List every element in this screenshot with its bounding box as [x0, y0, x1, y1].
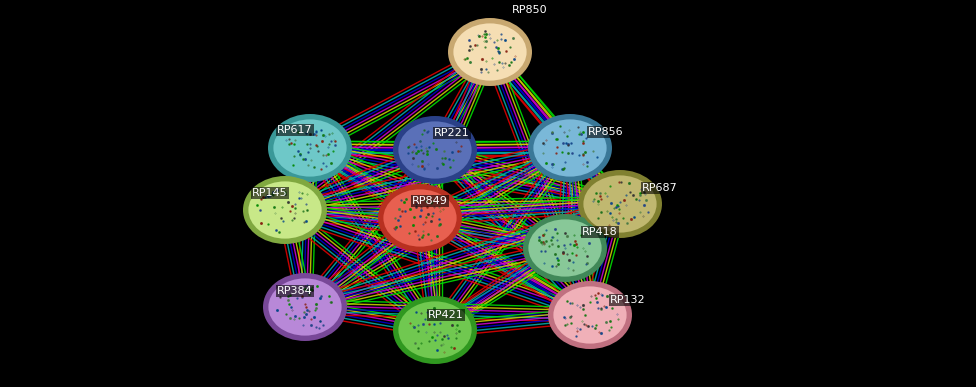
Ellipse shape — [382, 188, 458, 248]
Text: RP221: RP221 — [434, 128, 469, 138]
Ellipse shape — [548, 281, 632, 349]
Ellipse shape — [378, 184, 462, 252]
Text: RP856: RP856 — [589, 127, 624, 137]
Text: RP384: RP384 — [277, 286, 313, 296]
Ellipse shape — [448, 18, 532, 86]
Ellipse shape — [243, 176, 327, 244]
Ellipse shape — [267, 277, 343, 337]
Text: RP418: RP418 — [582, 227, 618, 237]
Ellipse shape — [582, 174, 658, 234]
Ellipse shape — [397, 300, 473, 360]
Ellipse shape — [552, 285, 628, 345]
Ellipse shape — [393, 116, 477, 184]
Ellipse shape — [578, 170, 662, 238]
Ellipse shape — [247, 180, 323, 240]
Text: RP132: RP132 — [610, 295, 646, 305]
Text: RP617: RP617 — [277, 125, 313, 135]
Text: RP849: RP849 — [412, 196, 448, 206]
Ellipse shape — [263, 273, 347, 341]
Ellipse shape — [528, 114, 612, 182]
Text: RP145: RP145 — [252, 188, 288, 198]
Ellipse shape — [452, 22, 528, 82]
Ellipse shape — [393, 296, 477, 364]
Ellipse shape — [272, 118, 348, 178]
Text: RP687: RP687 — [642, 183, 678, 193]
Ellipse shape — [523, 214, 607, 282]
Text: RP850: RP850 — [512, 5, 548, 15]
Ellipse shape — [397, 120, 473, 180]
Ellipse shape — [527, 218, 603, 278]
Ellipse shape — [268, 114, 352, 182]
Text: RP421: RP421 — [428, 310, 464, 320]
Ellipse shape — [532, 118, 608, 178]
